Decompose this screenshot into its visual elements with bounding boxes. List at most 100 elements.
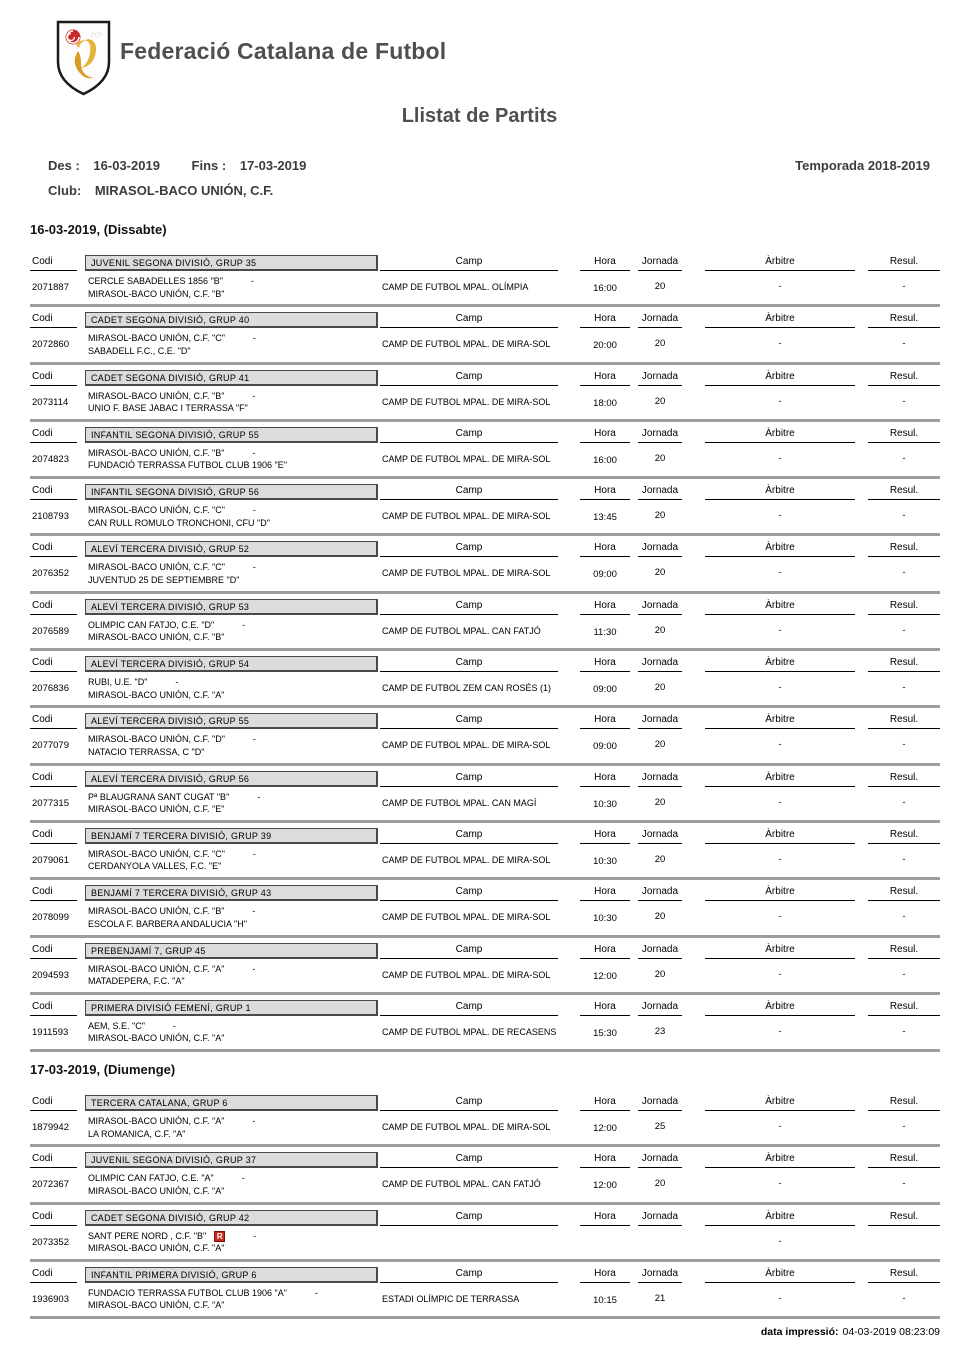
competition-name-box: BENJAMÍ 7 TERCERA DIVISIÓ, GRUP 39 <box>85 827 378 844</box>
match-block: Codi INFANTIL SEGONA DIVISIÓ, GRUP 56 Ca… <box>30 481 940 538</box>
resul-column-header: Resul. <box>868 600 940 615</box>
vs-dash: - <box>242 619 246 630</box>
vs-dash: - <box>252 390 256 401</box>
match-time: 12:00 <box>593 1123 617 1134</box>
resul-column-header: Resul. <box>868 714 940 730</box>
jornada-column-header: Jornada <box>638 1268 682 1283</box>
hora-column-header: Hora <box>580 485 630 501</box>
away-team-name: ESCOLA F. BARBERA ANDALUCIA "H" <box>88 918 247 929</box>
match-teams: MIRASOL-BACO UNIÓN, C.F. "B" - UNIO F. BA… <box>88 390 255 415</box>
match-result: - <box>902 624 906 636</box>
match-code: 2076352 <box>32 568 69 580</box>
home-team-line: AEM, S.E. "C" - <box>88 1020 224 1033</box>
resul-column-header: Resul. <box>868 772 940 787</box>
print-date-value: 04-03-2019 08:23:09 <box>842 1326 941 1338</box>
hora-column-header: Hora <box>580 313 630 329</box>
block-separator <box>30 819 940 823</box>
camp-column-header: Camp <box>380 1153 558 1169</box>
vs-dash: - <box>241 1173 245 1184</box>
vs-dash: - <box>252 906 256 917</box>
block-separator <box>30 1144 940 1148</box>
block-separator <box>30 991 940 995</box>
home-team-line: MIRASOL-BACO UNIÓN, C.F. "A" - <box>88 1115 255 1128</box>
home-team-line: SANT PERE NORD , C.F. "B" R - <box>88 1230 256 1243</box>
home-team-name: AEM, S.E. "C" <box>88 1020 145 1031</box>
block-separator <box>30 648 940 652</box>
match-field-name: CAMP DE FUTBOL MPAL. CAN MAGÍ <box>382 797 537 808</box>
away-team-name: MIRASOL-BACO UNIÓN, C.F. "A" <box>88 1300 225 1311</box>
block-separator <box>30 1049 940 1053</box>
camp-column-header: Camp <box>380 485 558 501</box>
competition-name-box: INFANTIL SEGONA DIVISIÓ, GRUP 56 <box>85 484 378 501</box>
vs-dash: - <box>250 276 254 286</box>
match-result: - <box>902 452 906 464</box>
vs-dash: - <box>252 447 256 458</box>
match-code: 2078099 <box>32 912 69 924</box>
block-separator <box>30 1201 940 1205</box>
competition-name-box: ALEVÍ TERCERA DIVISIÓ, GRUP 52 <box>85 541 378 558</box>
match-block: Codi INFANTIL SEGONA DIVISIÓ, GRUP 55 Ca… <box>30 424 940 481</box>
match-round: 20 <box>654 853 666 865</box>
camp-column-header: Camp <box>380 1001 558 1016</box>
match-referee: - <box>778 911 782 923</box>
codi-column-header: Codi <box>30 256 77 271</box>
away-team-name: LA ROMANICA, C.F. "A" <box>88 1128 186 1139</box>
arbitre-column-header: Àrbitre <box>705 1096 855 1111</box>
home-team-name: SANT PERE NORD , C.F. "B" <box>88 1230 207 1241</box>
team-withdrawn-flag-icon: R <box>214 1230 226 1242</box>
match-teams: MIRASOL-BACO UNIÓN, C.F. "B" - ESCOLA F. … <box>88 905 255 930</box>
match-teams: MIRASOL-BACO UNIÓN, C.F. "B" - FUNDACIÓ T… <box>88 447 287 472</box>
arbitre-column-header: Àrbitre <box>705 944 855 959</box>
home-team-name: MIRASOL-BACO UNIÓN, C.F. "B" <box>88 390 225 401</box>
arbitre-column-header: Àrbitre <box>705 542 855 558</box>
home-team-name: MIRASOL-BACO UNIÓN, C.F. "C" <box>88 505 225 516</box>
svg-text:FCF: FCF <box>91 33 103 39</box>
home-team-name: MIRASOL-BACO UNIÓN, C.F. "C" <box>88 562 225 573</box>
competition-name-box: PREBENJAMÍ 7, GRUP 45 <box>85 942 378 959</box>
away-team-name: MIRASOL-BACO UNIÓN, C.F. "A" <box>88 1033 225 1044</box>
match-code: 2073352 <box>32 1236 69 1248</box>
vs-dash: - <box>252 1116 256 1126</box>
match-code: 2077079 <box>32 740 69 752</box>
vs-dash: - <box>252 333 256 344</box>
match-block: Codi JUVENIL SEGONA DIVISIÓ, GRUP 35 Cam… <box>30 252 940 309</box>
match-code: 2073114 <box>32 396 69 408</box>
match-referee: - <box>778 968 782 980</box>
match-teams: CERCLE SABADELLES 1856 "B" - MIRASOL-BACO… <box>88 275 254 300</box>
competition-name-box: BENJAMÍ 7 TERCERA DIVISIÓ, GRUP 43 <box>85 885 378 902</box>
hora-column-header: Hora <box>580 1211 630 1226</box>
match-round: 20 <box>654 281 666 292</box>
home-team-line: MIRASOL-BACO UNIÓN, C.F. "C" - <box>88 504 270 517</box>
match-round: 20 <box>654 1178 666 1190</box>
competition-name-box: CADET SEGONA DIVISIÓ, GRUP 40 <box>85 312 378 329</box>
match-block: Codi TERCERA CATALANA, GRUP 6 Camp Hora … <box>30 1092 940 1149</box>
match-block: Codi JUVENIL SEGONA DIVISIÓ, GRUP 37 Cam… <box>30 1149 940 1206</box>
hora-column-header: Hora <box>580 657 630 673</box>
away-team-line: UNIO F. BASE JABAC I TERRASSA "F" <box>88 402 255 415</box>
match-result: - <box>902 682 906 694</box>
home-team-line: Pª BLAUGRANA SANT CUGAT "B" - <box>88 791 260 804</box>
vs-dash: - <box>252 963 256 974</box>
match-result: - <box>902 739 906 751</box>
season-label: Temporada 2018-2019 <box>795 158 930 173</box>
codi-column-header: Codi <box>30 1096 77 1111</box>
vs-dash: - <box>314 1287 318 1298</box>
competition-name-box: INFANTIL SEGONA DIVISIÓ, GRUP 55 <box>85 426 378 443</box>
match-result: - <box>902 567 906 579</box>
vs-dash: - <box>172 1020 176 1031</box>
jornada-column-header: Jornada <box>638 256 682 271</box>
organization-name: Federació Catalana de Futbol <box>120 38 447 64</box>
print-timestamp: data impressió: 04-03-2019 08:23:09 <box>30 1326 940 1338</box>
match-time: 12:00 <box>593 970 617 982</box>
arbitre-column-header: Àrbitre <box>705 1001 855 1016</box>
match-teams: MIRASOL-BACO UNIÓN, C.F. "A" - MATADEPERA… <box>88 963 255 988</box>
home-team-name: MIRASOL-BACO UNIÓN, C.F. "A" <box>88 1116 225 1126</box>
match-block: Codi CADET SEGONA DIVISIÓ, GRUP 42 Camp … <box>30 1207 940 1264</box>
match-referee: - <box>778 796 782 808</box>
des-label: Des : <box>48 158 80 173</box>
block-separator <box>30 304 940 308</box>
match-code: 2074823 <box>32 453 69 465</box>
codi-column-header: Codi <box>30 714 77 730</box>
match-time: 10:30 <box>593 913 617 925</box>
